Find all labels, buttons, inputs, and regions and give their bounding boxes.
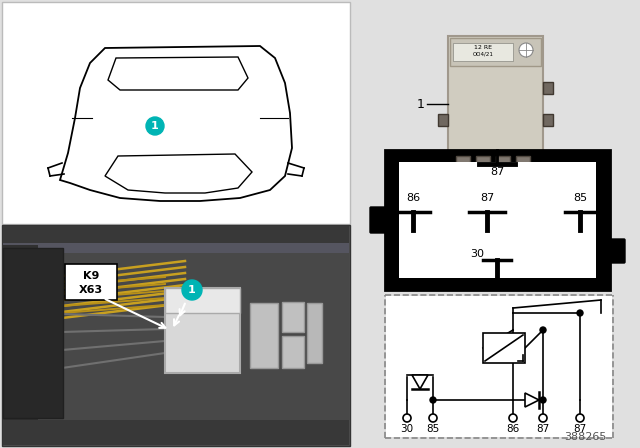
Bar [3,248,63,418]
Bar [438,114,448,126]
Bar [3,226,349,445]
Text: 388265: 388265 [564,432,606,442]
Bar [399,162,596,278]
Circle shape [146,117,164,135]
Bar [453,43,513,61]
Circle shape [539,414,547,422]
Text: 1: 1 [417,98,425,111]
Circle shape [540,397,546,403]
Circle shape [509,414,517,422]
Bar [282,302,304,332]
Bar [516,156,530,170]
Bar [2,2,350,224]
Bar [3,243,349,253]
Bar [3,420,349,445]
Bar [385,150,610,290]
Bar [65,264,117,300]
Text: X63: X63 [79,285,103,295]
FancyBboxPatch shape [370,207,388,233]
Text: 86: 86 [406,193,420,203]
Text: 1: 1 [188,285,196,295]
Text: 85: 85 [426,424,440,434]
Bar [496,156,510,170]
Bar [3,245,38,420]
Text: 87: 87 [480,193,494,203]
Bar [483,333,525,363]
Polygon shape [412,375,428,389]
Bar [476,156,490,170]
Bar [3,226,349,253]
Text: 85: 85 [573,193,587,203]
Text: 12 RE: 12 RE [474,44,492,49]
Polygon shape [60,46,292,201]
Text: 87: 87 [573,424,587,434]
Circle shape [519,43,533,57]
Bar [543,82,553,94]
FancyBboxPatch shape [607,239,625,263]
Text: 86: 86 [506,424,520,434]
Text: OO4/21: OO4/21 [472,52,493,56]
Circle shape [576,414,584,422]
Bar [543,114,553,126]
Circle shape [403,414,411,422]
Bar [165,288,240,373]
Circle shape [577,310,583,316]
Bar [282,336,304,368]
Polygon shape [105,154,252,193]
Text: 87: 87 [490,167,504,177]
Polygon shape [525,393,539,407]
Circle shape [429,414,437,422]
Bar [307,303,322,363]
Circle shape [182,280,202,300]
Circle shape [540,327,546,333]
Text: 87: 87 [536,424,550,434]
Bar [165,288,240,313]
Bar [386,296,612,437]
Bar [2,225,350,446]
Circle shape [430,397,436,403]
Polygon shape [108,57,248,90]
Text: K9: K9 [83,271,99,281]
Text: 30: 30 [470,249,484,259]
Text: 30: 30 [401,424,413,434]
Bar [250,303,278,368]
Bar [450,38,541,66]
Bar [448,36,543,156]
Text: 1: 1 [151,121,159,131]
Bar [456,156,470,170]
